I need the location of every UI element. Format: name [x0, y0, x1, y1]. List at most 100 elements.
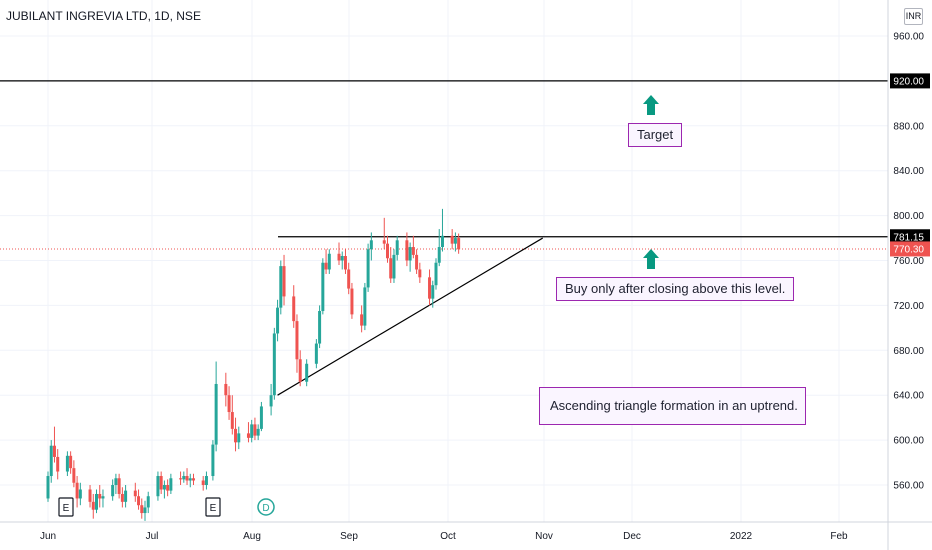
- price-badge-text: 781.15: [893, 232, 924, 243]
- candle: [230, 395, 234, 435]
- candle: [143, 500, 147, 521]
- candle-body: [140, 505, 144, 514]
- x-tick-label: 2022: [730, 531, 753, 542]
- candle-body: [318, 311, 322, 344]
- pattern-annotation[interactable]: Ascending triangle formation in an uptre…: [539, 387, 806, 425]
- candle-body: [434, 262, 438, 286]
- candle-body: [279, 266, 283, 308]
- candle: [146, 491, 150, 514]
- candle-body: [120, 493, 124, 502]
- candle-body: [250, 424, 254, 438]
- candle: [392, 249, 396, 283]
- candle: [343, 249, 347, 274]
- candle: [298, 350, 302, 387]
- candle-body: [392, 254, 396, 279]
- candle-body: [124, 490, 128, 502]
- y-tick-label: 800.00: [893, 211, 924, 222]
- candle: [65, 451, 69, 477]
- candle: [415, 249, 419, 274]
- candle: [49, 440, 53, 483]
- candle: [347, 262, 351, 295]
- x-tick-label: Feb: [830, 531, 848, 542]
- candle-body: [237, 433, 241, 443]
- candle-body: [169, 478, 173, 491]
- marker-shape: [257, 498, 275, 516]
- earnings-marker-1[interactable]: E: [58, 497, 74, 517]
- y-tick-label: 720.00: [893, 301, 924, 312]
- candle-body: [350, 288, 354, 315]
- candle: [234, 417, 238, 452]
- candle-body: [440, 235, 444, 248]
- candle-body: [230, 412, 234, 429]
- chart-title: JUBILANT INGREVIA LTD, 1D, NSE: [6, 9, 201, 23]
- candle-body: [88, 489, 92, 502]
- candle-body: [457, 238, 461, 250]
- candle: [88, 485, 92, 508]
- candle-body: [95, 493, 98, 510]
- x-tick-label: Nov: [535, 531, 553, 542]
- candle: [253, 417, 257, 441]
- candle-body: [453, 238, 457, 244]
- candle-body: [314, 343, 318, 364]
- candle: [46, 471, 50, 502]
- candle-body: [340, 256, 344, 261]
- candle-body: [75, 482, 79, 499]
- candle: [314, 339, 318, 369]
- candle: [292, 285, 296, 328]
- candle: [360, 305, 364, 333]
- candle-body: [363, 287, 367, 326]
- buy-annotation[interactable]: Buy only after closing above this level.: [556, 277, 795, 301]
- candle-body: [65, 455, 69, 472]
- candle: [182, 471, 186, 483]
- candle: [166, 479, 170, 497]
- candle: [69, 451, 73, 474]
- breakout-arrow-icon[interactable]: [643, 249, 659, 269]
- candle-body: [253, 424, 257, 436]
- candle: [91, 493, 95, 519]
- candle: [437, 229, 441, 267]
- candle: [227, 386, 231, 420]
- candle: [95, 489, 98, 514]
- candle-body: [437, 247, 441, 263]
- candle-body: [389, 258, 393, 279]
- x-tick-label: Jul: [146, 531, 159, 542]
- candle-body: [386, 243, 389, 259]
- candle-body: [428, 277, 432, 299]
- candle: [101, 489, 105, 508]
- earnings-marker-2[interactable]: E: [205, 497, 221, 517]
- candle: [224, 372, 228, 407]
- candle: [431, 280, 435, 308]
- candle-body: [366, 249, 370, 288]
- candle: [453, 232, 457, 252]
- candle-body: [179, 478, 183, 480]
- currency-badge[interactable]: INR: [904, 8, 923, 25]
- candle-body: [188, 478, 192, 481]
- price-badge-text: 770.30: [893, 244, 924, 255]
- candle: [201, 476, 205, 491]
- candle-body: [78, 489, 82, 499]
- marker-label: D: [262, 503, 269, 514]
- candle: [185, 468, 189, 485]
- dividend-marker[interactable]: D: [257, 498, 275, 516]
- candle: [457, 233, 461, 254]
- candle-body: [166, 485, 170, 491]
- candle-body: [234, 428, 238, 443]
- ascending-trendline: [277, 237, 544, 396]
- y-tick-label: 840.00: [893, 166, 924, 177]
- candle-body: [408, 247, 412, 261]
- price-badge-text: 920.00: [893, 76, 924, 87]
- candle-body: [224, 383, 228, 396]
- candle: [124, 485, 128, 508]
- candle: [272, 327, 276, 400]
- candle: [98, 485, 102, 508]
- candle: [140, 498, 144, 519]
- candle: [382, 217, 386, 250]
- x-tick-label: Jun: [40, 531, 56, 542]
- target-arrow-icon[interactable]: [643, 95, 659, 115]
- candle: [450, 229, 454, 250]
- candle: [214, 361, 218, 452]
- candle-body: [204, 476, 208, 485]
- target-annotation[interactable]: Target: [628, 123, 683, 147]
